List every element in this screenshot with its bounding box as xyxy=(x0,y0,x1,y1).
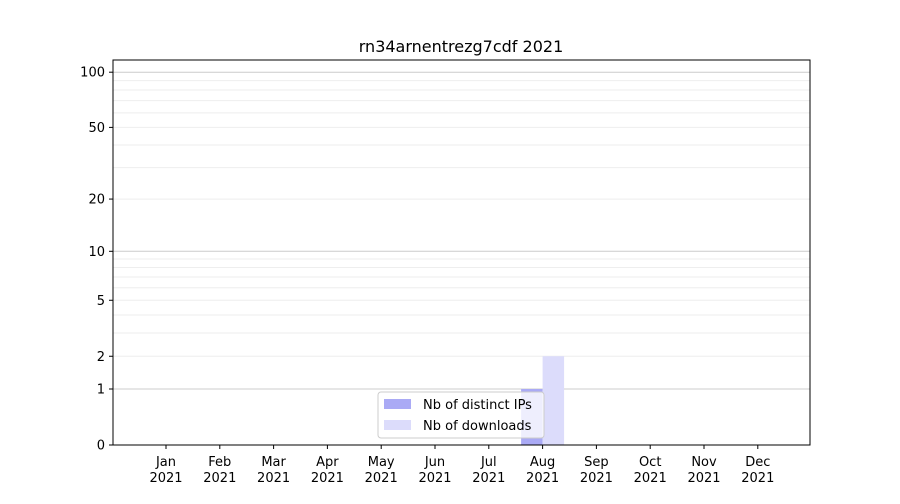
x-tick-label: Apr xyxy=(316,455,339,470)
y-tick-label: 1 xyxy=(97,383,105,398)
y-tick-label: 10 xyxy=(88,245,105,260)
x-tick-label: Jun xyxy=(424,455,445,470)
y-axis: 0 1 2 5 10 20 50 100 xyxy=(80,66,113,454)
chart-title: rn34arnentrezg7cdf 2021 xyxy=(359,37,564,56)
legend-swatch-downloads xyxy=(384,420,411,430)
x-tick-label: May xyxy=(368,455,395,470)
x-tick-label: Sep xyxy=(584,455,609,470)
x-tick-label: 2021 xyxy=(203,471,236,486)
x-tick-label: 2021 xyxy=(257,471,290,486)
x-tick-label: Oct xyxy=(639,455,661,470)
grid xyxy=(113,71,810,390)
x-tick-label: 2021 xyxy=(526,471,559,486)
legend-label-downloads: Nb of downloads xyxy=(423,419,532,434)
y-tick-label: 0 xyxy=(97,439,105,454)
legend-swatch-ips xyxy=(384,399,411,409)
y-tick-label: 5 xyxy=(97,294,105,309)
legend-frame xyxy=(377,391,545,439)
plot-frame xyxy=(112,59,811,446)
x-tick-label: 2021 xyxy=(741,471,774,486)
y-tick-label: 20 xyxy=(88,193,105,208)
x-tick-label: 2021 xyxy=(687,471,720,486)
x-tick-label: 2021 xyxy=(365,471,398,486)
x-tick-label: 2021 xyxy=(418,471,451,486)
legend-label-ips: Nb of distinct IPs xyxy=(423,398,532,413)
x-tick-label: Aug xyxy=(530,455,555,470)
x-tick-label: 2021 xyxy=(472,471,505,486)
x-axis: Jan2021Feb2021Mar2021Apr2021May2021Jun20… xyxy=(149,445,774,486)
x-tick-label: 2021 xyxy=(580,471,613,486)
x-tick-label: Feb xyxy=(208,455,231,470)
bar-downloads xyxy=(542,356,565,445)
x-tick-label: Dec xyxy=(745,455,770,470)
x-tick-label: 2021 xyxy=(311,471,344,486)
x-tick-label: Jul xyxy=(480,455,497,470)
x-tick-label: Nov xyxy=(691,455,717,470)
y-tick-label: 50 xyxy=(88,121,105,136)
legend: Nb of distinct IPs Nb of downloads xyxy=(377,391,545,439)
x-tick-label: Jan xyxy=(155,455,176,470)
x-tick-label: 2021 xyxy=(634,471,667,486)
x-tick-label: 2021 xyxy=(149,471,182,486)
y-tick-label: 2 xyxy=(97,350,105,365)
x-tick-label: Mar xyxy=(261,455,286,470)
y-tick-label: 100 xyxy=(80,66,105,81)
